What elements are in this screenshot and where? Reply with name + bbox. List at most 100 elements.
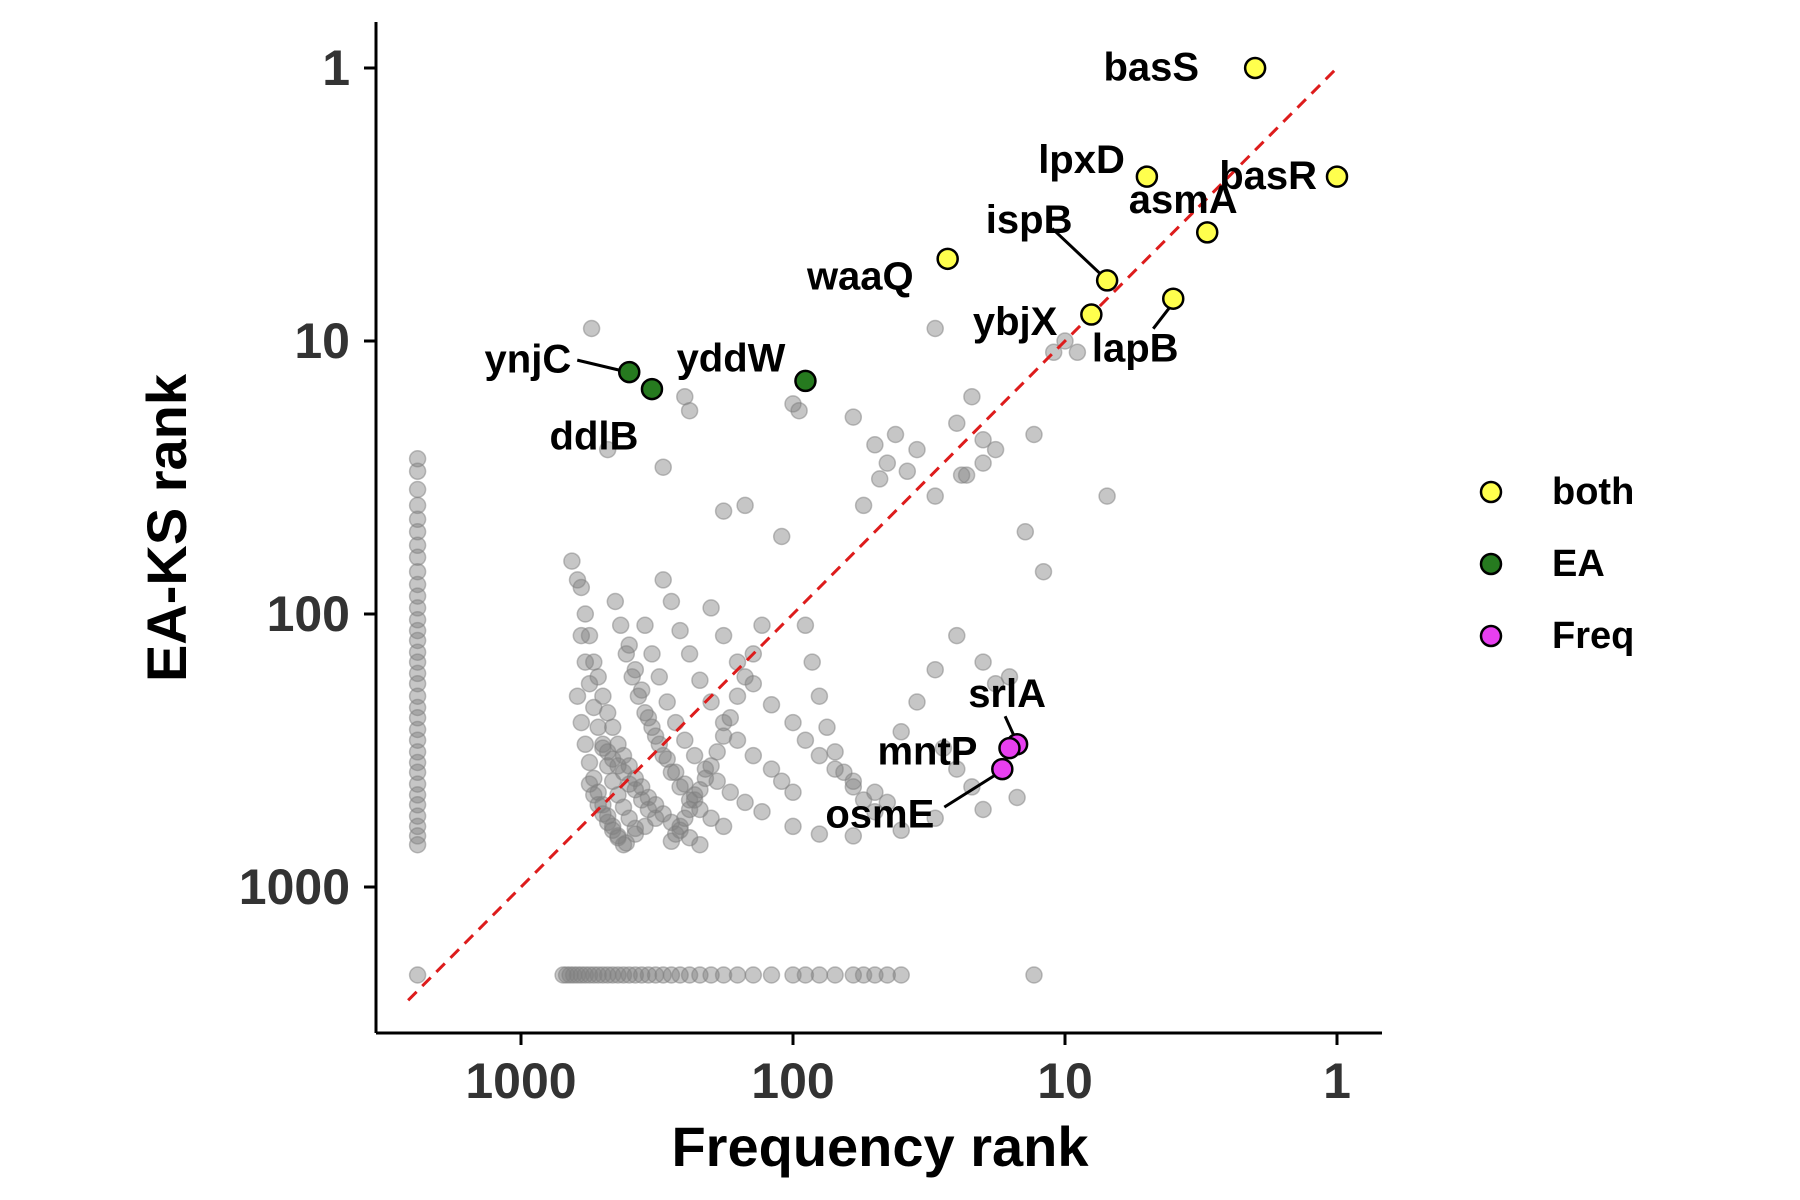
background-point	[892, 723, 910, 741]
background-point	[639, 800, 658, 819]
legend-key-both	[1479, 480, 1503, 504]
background-point	[408, 548, 427, 567]
background-point	[650, 735, 669, 754]
background-point	[408, 835, 427, 854]
background-point	[408, 562, 427, 581]
background-point	[796, 731, 815, 749]
background-point	[408, 599, 427, 617]
background-point	[870, 470, 889, 488]
background-point	[926, 660, 944, 679]
legend-label-ea: EA	[1552, 543, 1605, 585]
y-tick-label: 10	[294, 313, 350, 369]
background-point	[878, 966, 897, 984]
background-point	[408, 587, 427, 605]
background-point	[680, 401, 699, 420]
background-point	[974, 653, 992, 671]
background-point	[886, 425, 905, 444]
background-point	[623, 668, 641, 686]
gene-label-waaQ: waaQ	[806, 254, 914, 298]
background-point	[691, 671, 709, 690]
background-point	[934, 739, 953, 757]
background-point	[714, 502, 733, 520]
background-point	[691, 780, 709, 799]
x-tick-label: 100	[751, 1053, 834, 1109]
background-point	[974, 454, 992, 472]
background-point	[1098, 487, 1116, 505]
background-point	[790, 401, 808, 420]
gene-label-ispB: ispB	[986, 198, 1073, 242]
gene-label-ynjC: ynjC	[485, 338, 572, 382]
background-point	[818, 718, 836, 737]
legend-key-ea	[1479, 552, 1503, 576]
background-point	[671, 966, 689, 984]
background-point	[572, 713, 591, 732]
background-point	[620, 809, 638, 828]
background-point	[594, 687, 612, 705]
background-point	[721, 783, 740, 802]
background-point	[585, 966, 603, 984]
background-point	[568, 687, 587, 705]
highlight-point-lpxD	[1135, 165, 1159, 188]
leader-line	[576, 358, 620, 372]
background-point	[636, 704, 654, 722]
background-point	[662, 592, 681, 611]
background-point	[626, 780, 645, 799]
background-point	[728, 966, 747, 984]
background-point	[408, 966, 427, 984]
background-points	[408, 319, 1116, 984]
background-point	[854, 496, 873, 515]
background-point	[658, 693, 676, 711]
background-point	[606, 592, 625, 611]
background-point	[772, 527, 791, 546]
background-point	[892, 966, 910, 984]
background-point	[676, 731, 694, 749]
background-point	[986, 674, 1005, 693]
background-point	[753, 802, 771, 821]
y-tick-label: 1	[322, 40, 350, 96]
background-point	[626, 966, 645, 984]
background-point	[408, 450, 427, 468]
background-point	[654, 458, 672, 476]
background-point	[685, 791, 704, 809]
y-tick-label: 100	[267, 586, 350, 642]
background-point	[952, 466, 971, 484]
background-point	[594, 966, 612, 984]
background-point	[736, 793, 754, 812]
background-point	[1025, 966, 1043, 984]
background-point	[714, 626, 733, 645]
x-tick-label: 1	[1323, 1053, 1351, 1109]
background-point	[589, 796, 607, 814]
background-point	[576, 653, 595, 671]
background-point	[576, 735, 595, 754]
legend-label-both: both	[1552, 471, 1634, 513]
background-point	[408, 510, 427, 529]
legend: both EA Freq	[1479, 471, 1634, 657]
x-axis-ticks: 1000 100 10 1	[465, 1033, 1351, 1109]
background-point	[643, 718, 661, 737]
gene-label-lapB: lapB	[1092, 326, 1179, 370]
background-point	[714, 817, 733, 836]
highlight-point-ynjC	[617, 360, 641, 384]
background-point	[643, 645, 661, 663]
y-axis-ticks: 1 10 100 1000	[239, 40, 376, 915]
background-point	[926, 319, 944, 338]
background-point	[650, 668, 669, 686]
background-point	[702, 966, 720, 984]
background-point	[844, 827, 863, 845]
background-point	[762, 760, 781, 778]
gene-label-basS: basS	[1104, 46, 1200, 90]
background-point	[662, 763, 681, 782]
background-point	[948, 760, 966, 778]
background-point	[714, 966, 733, 984]
legend-label-freq: Freq	[1552, 615, 1634, 657]
highlight-point-yddW	[794, 369, 817, 393]
background-point	[736, 496, 754, 515]
background-point	[408, 674, 427, 693]
background-point	[728, 731, 747, 749]
background-point	[784, 395, 802, 413]
background-point	[408, 480, 427, 499]
background-point	[614, 966, 633, 984]
background-point	[810, 825, 829, 843]
background-point	[589, 966, 607, 984]
